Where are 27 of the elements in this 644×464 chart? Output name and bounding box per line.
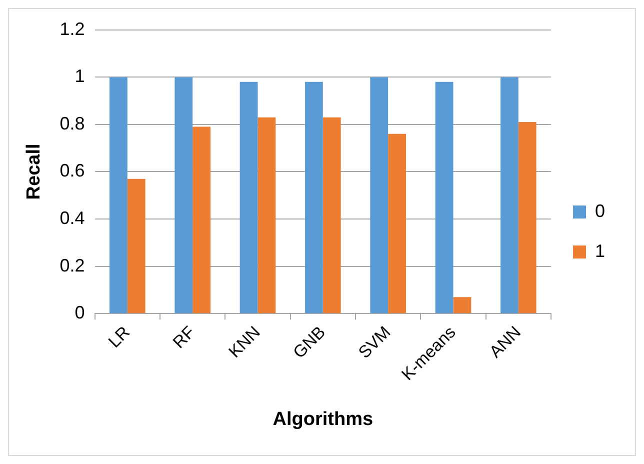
x-axis-title: Algorithms — [272, 408, 374, 430]
y-tick-label: 0.6 — [60, 160, 85, 181]
x-tick-label: LR — [104, 322, 134, 352]
bar — [435, 82, 454, 314]
bar — [370, 77, 388, 314]
bar — [127, 178, 146, 314]
bar — [518, 122, 536, 314]
bar — [192, 126, 210, 314]
bar — [109, 77, 128, 314]
bar — [322, 117, 341, 314]
bar — [258, 117, 276, 314]
bar — [174, 77, 193, 314]
bar — [388, 134, 406, 314]
y-tick-label: 0 — [74, 302, 85, 323]
x-tick-label: RF — [169, 322, 199, 352]
y-tick-label: 0.4 — [60, 208, 85, 228]
y-tick-label: 1 — [74, 66, 85, 86]
y-tick-label: 0.8 — [60, 113, 85, 134]
y-axis-title: Recall — [24, 144, 45, 200]
bar — [453, 297, 472, 314]
bar — [240, 82, 258, 314]
bar — [304, 82, 323, 314]
legend-label: 0 — [594, 200, 606, 221]
y-tick-label: 1.2 — [60, 18, 85, 39]
legend-label: 1 — [594, 240, 606, 261]
y-tick-label: 0.2 — [60, 255, 85, 276]
bar — [500, 77, 518, 314]
